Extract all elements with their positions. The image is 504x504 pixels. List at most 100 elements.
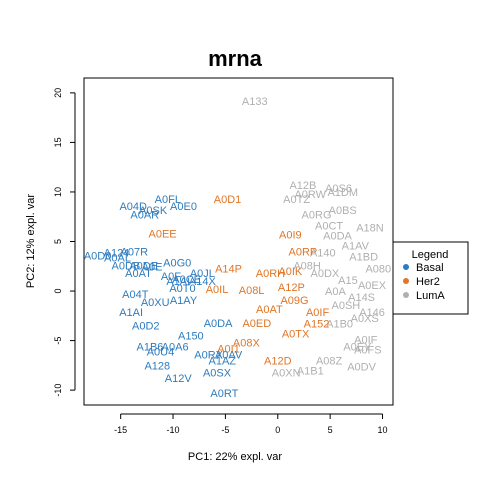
data-point-label: A08Z xyxy=(316,355,343,367)
data-point-label: A0IF xyxy=(354,335,378,347)
legend-label: Basal xyxy=(416,262,444,274)
data-point-label: A0RG xyxy=(302,210,332,222)
data-point-label: A0DE xyxy=(129,260,158,272)
data-point-label: A1B6 xyxy=(137,342,164,354)
data-point-label: A0XU xyxy=(141,297,170,309)
data-point-label: A0DA xyxy=(204,318,233,330)
data-point-label: A0AT xyxy=(125,268,152,280)
data-point-label: A0EX xyxy=(358,280,387,292)
x-tick-label: -10 xyxy=(167,425,180,435)
data-point-label: A1AV xyxy=(342,240,370,252)
data-point-label: A0A6 xyxy=(162,342,189,354)
data-point-label: A0G0 xyxy=(163,257,191,269)
data-point-label: A1B1 xyxy=(297,365,324,377)
data-point-label: A12P xyxy=(278,282,305,294)
data-point-label: A12B xyxy=(289,180,316,192)
data-point-label: A0DV xyxy=(347,361,376,373)
data-point-label: A0F xyxy=(161,271,181,283)
data-point-label: A14X xyxy=(189,276,217,288)
data-point-label: A0FS xyxy=(354,345,382,357)
data-point-label: A15 xyxy=(338,275,358,287)
data-point-label: A0SH xyxy=(331,300,360,312)
data-point-label: A0AL xyxy=(104,252,131,264)
data-point-label: A152 xyxy=(304,319,330,331)
y-tick-label: 15 xyxy=(53,137,63,147)
y-axis-title: PC2: 12% expl. var xyxy=(25,194,37,288)
data-point-label: A14P xyxy=(215,263,242,275)
data-point-label: A08X xyxy=(233,338,261,350)
x-axis: -15 -10 -5 0 5 10 xyxy=(114,413,388,435)
data-point-label: A128 xyxy=(144,360,170,372)
data-point-label: A0BS xyxy=(329,205,357,217)
legend: Legend Basal Her2 LumA xyxy=(392,241,469,315)
data-point-label: A0IF xyxy=(306,307,330,319)
legend-title: Legend xyxy=(412,249,449,261)
y-tick-label: 10 xyxy=(53,187,63,197)
data-point-label: A140 xyxy=(310,247,336,259)
data-point-label: A0D0 xyxy=(84,250,112,262)
x-tick-label: -5 xyxy=(221,425,229,435)
data-point-label: A0XS xyxy=(351,313,379,325)
data-point-label: A124 xyxy=(104,247,130,259)
data-point-label: A0SK xyxy=(139,205,168,217)
data-point-label: A0A xyxy=(325,286,346,298)
legend-marker xyxy=(403,292,409,298)
legend-label: LumA xyxy=(416,290,445,302)
data-point-label: A08H xyxy=(293,260,321,272)
data-point-label: A18N xyxy=(356,223,384,235)
x-tick-label: 10 xyxy=(378,425,388,435)
chart-title: mrna xyxy=(208,46,263,71)
data-point-label: A08L xyxy=(239,285,265,297)
y-tick-label: 0 xyxy=(53,289,63,294)
data-point-label: A0JL xyxy=(190,268,215,280)
data-point-label: A0DX xyxy=(311,268,340,280)
data-point-label: A12D xyxy=(264,355,292,367)
data-point-label: A0U4 xyxy=(147,346,175,358)
y-tick-label: -10 xyxy=(53,384,63,397)
x-tick-label: 5 xyxy=(328,425,333,435)
data-point-label: A0D1 xyxy=(214,194,242,206)
legend-box xyxy=(392,241,469,315)
data-point-label: A0IL xyxy=(206,284,229,296)
data-point-label: A0I1 xyxy=(217,344,240,356)
data-point-label: A1AI xyxy=(166,276,190,288)
data-point-label: A0S6 xyxy=(325,183,352,195)
data-point-label: A0IK xyxy=(278,266,303,278)
data-point-label: A1AY xyxy=(170,295,198,307)
data-point-label: A0DB xyxy=(112,260,141,272)
data-point-label: A09G xyxy=(280,295,308,307)
x-tick-label: 0 xyxy=(275,425,280,435)
data-point-label: A0E xyxy=(142,261,163,273)
data-point-label: A0TX xyxy=(282,329,310,341)
data-point-label: A0ED xyxy=(242,318,271,330)
data-point-label: A04D xyxy=(119,201,147,213)
legend-entries: Basal Her2 LumA xyxy=(403,262,445,302)
legend-marker xyxy=(403,278,409,284)
data-point-label: A0E0 xyxy=(170,201,197,213)
data-point-label: A0FL xyxy=(155,194,181,206)
y-tick-label: 5 xyxy=(53,239,63,244)
data-point-label: A1B0 xyxy=(326,319,353,331)
data-point-label: A0CT xyxy=(315,221,343,233)
y-tick-label: 20 xyxy=(53,88,63,98)
data-point-label: A0RW xyxy=(294,189,326,201)
data-point-label: A0RH xyxy=(256,268,285,280)
data-point-label: A0AR xyxy=(130,210,159,222)
data-point-label: A0RT xyxy=(210,388,238,400)
data-point-label: A12V xyxy=(165,373,193,385)
data-point-label: A0XN xyxy=(272,367,301,379)
data-point-label: A0D2 xyxy=(132,321,160,333)
data-point-label: A1BD xyxy=(349,251,378,263)
data-point-label: A0EY xyxy=(343,342,372,354)
data-point-label: A1DM xyxy=(327,187,358,199)
x-tick-label: -15 xyxy=(114,425,127,435)
legend-label: Her2 xyxy=(416,276,440,288)
legend-marker xyxy=(403,264,409,270)
y-tick-label: -5 xyxy=(53,337,63,345)
data-point-label: A0SX xyxy=(203,367,232,379)
data-point-label: A146 xyxy=(359,307,385,319)
data-point-label: A0TZ xyxy=(283,194,310,206)
y-axis: -10 -5 0 5 10 15 20 xyxy=(53,88,76,397)
data-point-label: A133 xyxy=(242,96,268,108)
data-point-label: A04T xyxy=(122,289,149,301)
